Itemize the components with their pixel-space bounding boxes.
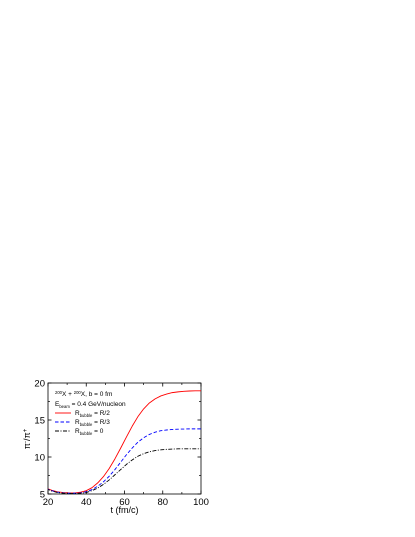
y-label-part: /π bbox=[22, 432, 32, 441]
y-label-part: π bbox=[22, 443, 32, 449]
annotation-part: beam bbox=[59, 404, 70, 409]
series-line-dashdot bbox=[48, 448, 201, 494]
tick-marks bbox=[47, 382, 202, 495]
y-label-sup: + bbox=[23, 428, 29, 432]
annotation-part: = 0.4 GeV/nucleon bbox=[70, 401, 126, 408]
annotation-reaction: 200X + 200X, b = 0 fm bbox=[55, 390, 112, 398]
annotation-part: X + bbox=[62, 391, 74, 398]
y-tick-label: 15 bbox=[34, 415, 45, 426]
annotation-part: E bbox=[55, 401, 60, 408]
y-tick-label: 10 bbox=[34, 452, 45, 463]
legend-label: Rbubble = R/3 bbox=[75, 419, 110, 427]
x-tick-label: 100 bbox=[193, 497, 209, 508]
annotation-part: 200 bbox=[74, 390, 82, 395]
legend-label: Rbubble = 0 bbox=[75, 428, 104, 436]
x-tick-label: 60 bbox=[119, 497, 130, 508]
x-tick-label: 80 bbox=[157, 497, 168, 508]
x-tick-label: 20 bbox=[43, 497, 54, 508]
legend-label: Rbubble = R/2 bbox=[75, 410, 110, 418]
series-line-solid bbox=[48, 390, 201, 494]
x-tick-label: 40 bbox=[81, 497, 92, 508]
y-tick-label: 5 bbox=[40, 489, 45, 500]
x-axis-label: t (fm/c) bbox=[111, 505, 139, 515]
annotation-part: 200 bbox=[55, 390, 63, 395]
series-lines bbox=[48, 390, 201, 494]
x-tick-labels: 20 40 60 80 100 bbox=[43, 497, 209, 508]
y-label-sup: - bbox=[23, 441, 29, 443]
y-tick-label: 20 bbox=[34, 378, 45, 389]
annotation-part: X, b = 0 fm bbox=[81, 391, 113, 398]
y-tick-labels: 5 10 15 20 bbox=[34, 378, 45, 500]
annotation-energy: Ebeam = 0.4 GeV/nucleon bbox=[55, 401, 126, 409]
y-axis-label: π-/π+ bbox=[22, 428, 32, 449]
